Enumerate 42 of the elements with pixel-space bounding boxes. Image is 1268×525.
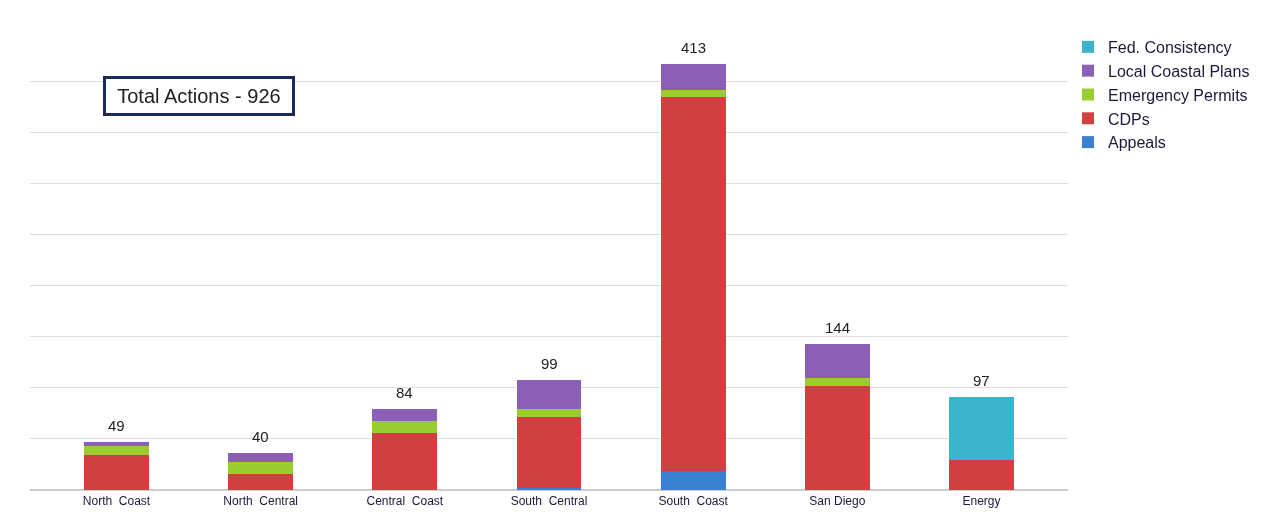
bar bbox=[660, 471, 726, 490]
bar bbox=[372, 420, 438, 433]
bar bbox=[660, 64, 726, 90]
bar bbox=[660, 89, 726, 98]
legend-label: Fed. Consistency bbox=[1108, 39, 1232, 57]
bar bbox=[84, 441, 149, 446]
legend-label: Appeals bbox=[1108, 134, 1166, 152]
bar bbox=[949, 459, 1014, 490]
annotation: 413 bbox=[681, 39, 707, 56]
bar bbox=[228, 461, 294, 475]
bar bbox=[84, 445, 149, 455]
bar bbox=[516, 416, 582, 488]
bar bbox=[228, 474, 294, 490]
bar bbox=[949, 397, 1014, 460]
bar bbox=[516, 409, 582, 417]
legend-label: Emergency Permits bbox=[1108, 86, 1248, 104]
annotation: 99 bbox=[541, 355, 558, 372]
bar bbox=[804, 343, 870, 378]
bar bbox=[660, 97, 726, 472]
annotation: 144 bbox=[825, 319, 851, 336]
bar bbox=[372, 432, 438, 490]
annotation: 40 bbox=[252, 428, 269, 445]
x-tick-label: South Coast bbox=[658, 494, 729, 509]
x-tick-label: North Coast bbox=[82, 494, 151, 509]
bar bbox=[804, 377, 870, 386]
annotation: 49 bbox=[108, 417, 125, 434]
legend-label: CDPs bbox=[1108, 110, 1150, 128]
bar bbox=[228, 452, 294, 462]
x-tick-label: South Central bbox=[510, 494, 588, 509]
annotation: 97 bbox=[973, 372, 990, 389]
bar bbox=[804, 385, 870, 490]
x-tick-label: San Diego bbox=[809, 494, 866, 509]
x-tick-label: Central Coast bbox=[366, 494, 444, 509]
legend-label: Local Coastal Plans bbox=[1108, 62, 1250, 80]
bar bbox=[516, 379, 582, 410]
annotation: 84 bbox=[396, 384, 413, 401]
bar bbox=[372, 408, 438, 421]
annotation: Total Actions - 926 bbox=[112, 85, 287, 107]
bar bbox=[84, 454, 149, 490]
x-tick-label: Energy bbox=[962, 494, 1001, 509]
bar bbox=[516, 487, 582, 490]
x-tick-label: North Central bbox=[223, 494, 299, 509]
